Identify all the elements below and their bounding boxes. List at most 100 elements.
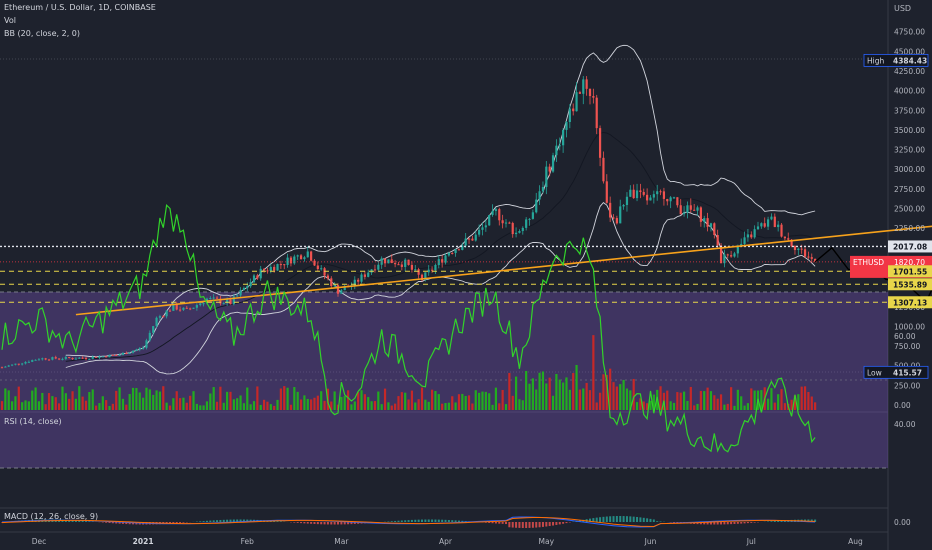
macd-histogram-bar: [589, 518, 591, 522]
volume-bar: [47, 393, 51, 410]
candle-body: [340, 290, 343, 294]
volume-bar: [0, 401, 4, 410]
macd-histogram-bar: [656, 521, 659, 522]
macd-histogram-bar: [642, 517, 645, 522]
macd-histogram-bar: [720, 522, 723, 525]
macd-histogram-bar: [558, 522, 561, 525]
candle-body: [746, 234, 750, 238]
candle-body: [158, 316, 162, 318]
volume-bar: [514, 376, 518, 410]
volume-bar: [588, 390, 592, 410]
candle-body: [662, 191, 666, 199]
volume-bar: [320, 391, 323, 410]
macd-histogram-bar: [511, 522, 514, 528]
support-level-badge: 1535.89: [888, 278, 932, 291]
candle-body: [797, 248, 800, 251]
candle-body: [588, 88, 592, 97]
macd-histogram-bar: [343, 522, 346, 525]
volume-bar: [172, 398, 175, 410]
volume-bar: [444, 403, 447, 410]
candle-body: [625, 196, 629, 205]
volume-bar: [501, 389, 504, 410]
candle-body: [471, 238, 474, 241]
level-badge: 2017.08: [888, 240, 932, 253]
candle-body: [612, 217, 615, 219]
macd-histogram-bar: [394, 520, 397, 522]
volume-bar: [441, 403, 444, 410]
candle-body: [121, 353, 125, 355]
macd-histogram-bar: [457, 520, 460, 522]
candle-body: [420, 274, 424, 281]
volume-bar: [551, 395, 555, 410]
macd-histogram-bar: [709, 522, 712, 525]
volume-bar: [310, 399, 313, 410]
macd-histogram-bar: [390, 521, 393, 522]
macd-histogram-bar: [652, 519, 655, 522]
candle-body: [545, 166, 548, 188]
drawing-overlay[interactable]: [0, 181, 932, 316]
candle-body: [229, 299, 232, 305]
macd-histogram-bar: [400, 520, 403, 522]
candle-body: [357, 279, 360, 282]
volume-bar: [259, 404, 262, 410]
volume-bar: [192, 391, 195, 410]
macd-histogram-bar: [320, 522, 323, 525]
candle-body: [602, 157, 605, 182]
candle-body: [239, 290, 242, 296]
macd-histogram-bar: [602, 516, 605, 522]
volume-bar: [148, 389, 151, 410]
volume-bar: [404, 392, 407, 410]
candle-body: [215, 297, 219, 299]
volume-bar: [7, 390, 10, 410]
candle-body: [686, 205, 689, 213]
candle-body: [451, 253, 454, 255]
macd-histogram-bar: [491, 522, 494, 524]
volume-bar: [750, 388, 753, 410]
volume-bar: [719, 394, 723, 410]
macd-histogram-bar: [629, 516, 632, 522]
macd-histogram-bar: [531, 522, 534, 528]
candle-body: [511, 223, 514, 235]
price-tick-label: 4000.00: [894, 87, 925, 96]
macd-histogram-bar: [461, 520, 464, 522]
macd-histogram-bar: [316, 522, 319, 525]
candle-body: [679, 205, 682, 215]
candle-body: [279, 264, 282, 266]
volume-bar: [175, 391, 178, 410]
volume-bar: [108, 405, 111, 410]
price-badges: High 4384.43 Low 415.57 2017.08 ETHUSD 1820.70…: [850, 53, 932, 379]
price-tick-label: 3500.00: [894, 126, 925, 135]
macd-histogram-bar: [518, 522, 521, 528]
volume-bar: [709, 391, 713, 410]
candle-body: [94, 356, 98, 358]
support-level-badge-bg: [888, 278, 932, 291]
candle-body: [400, 264, 403, 267]
macd-histogram-bar: [541, 522, 544, 527]
candle-body: [232, 296, 235, 305]
volume-bar: [162, 386, 165, 410]
candle-body: [760, 223, 763, 227]
macd-histogram-bar: [545, 522, 548, 527]
volume-bar: [531, 378, 534, 410]
candle-body: [770, 216, 773, 220]
macd-histogram-bar: [726, 522, 729, 525]
price-tick-label: 2500.00: [894, 205, 925, 214]
candle-body: [467, 238, 471, 240]
candle-body: [256, 275, 259, 279]
candle-body: [609, 202, 612, 218]
macd-histogram-bar: [508, 522, 511, 528]
candle-body: [84, 358, 88, 360]
time-tick-label: Jun: [644, 537, 657, 546]
volume-bar: [10, 401, 14, 410]
macd-histogram-bar: [219, 519, 222, 522]
high-badge-value: 4384.43: [893, 56, 927, 65]
candle-body: [81, 357, 84, 359]
volume-bar: [387, 402, 390, 410]
macd-histogram-bar: [733, 522, 736, 524]
chart-title: Ethereum / U.S. Dollar, 1D, COINBASE: [4, 3, 156, 12]
candle-body: [222, 303, 225, 305]
candle-body: [649, 197, 652, 201]
macd-histogram-bar: [226, 519, 229, 522]
price-tick-label: 4750.00: [894, 28, 925, 37]
